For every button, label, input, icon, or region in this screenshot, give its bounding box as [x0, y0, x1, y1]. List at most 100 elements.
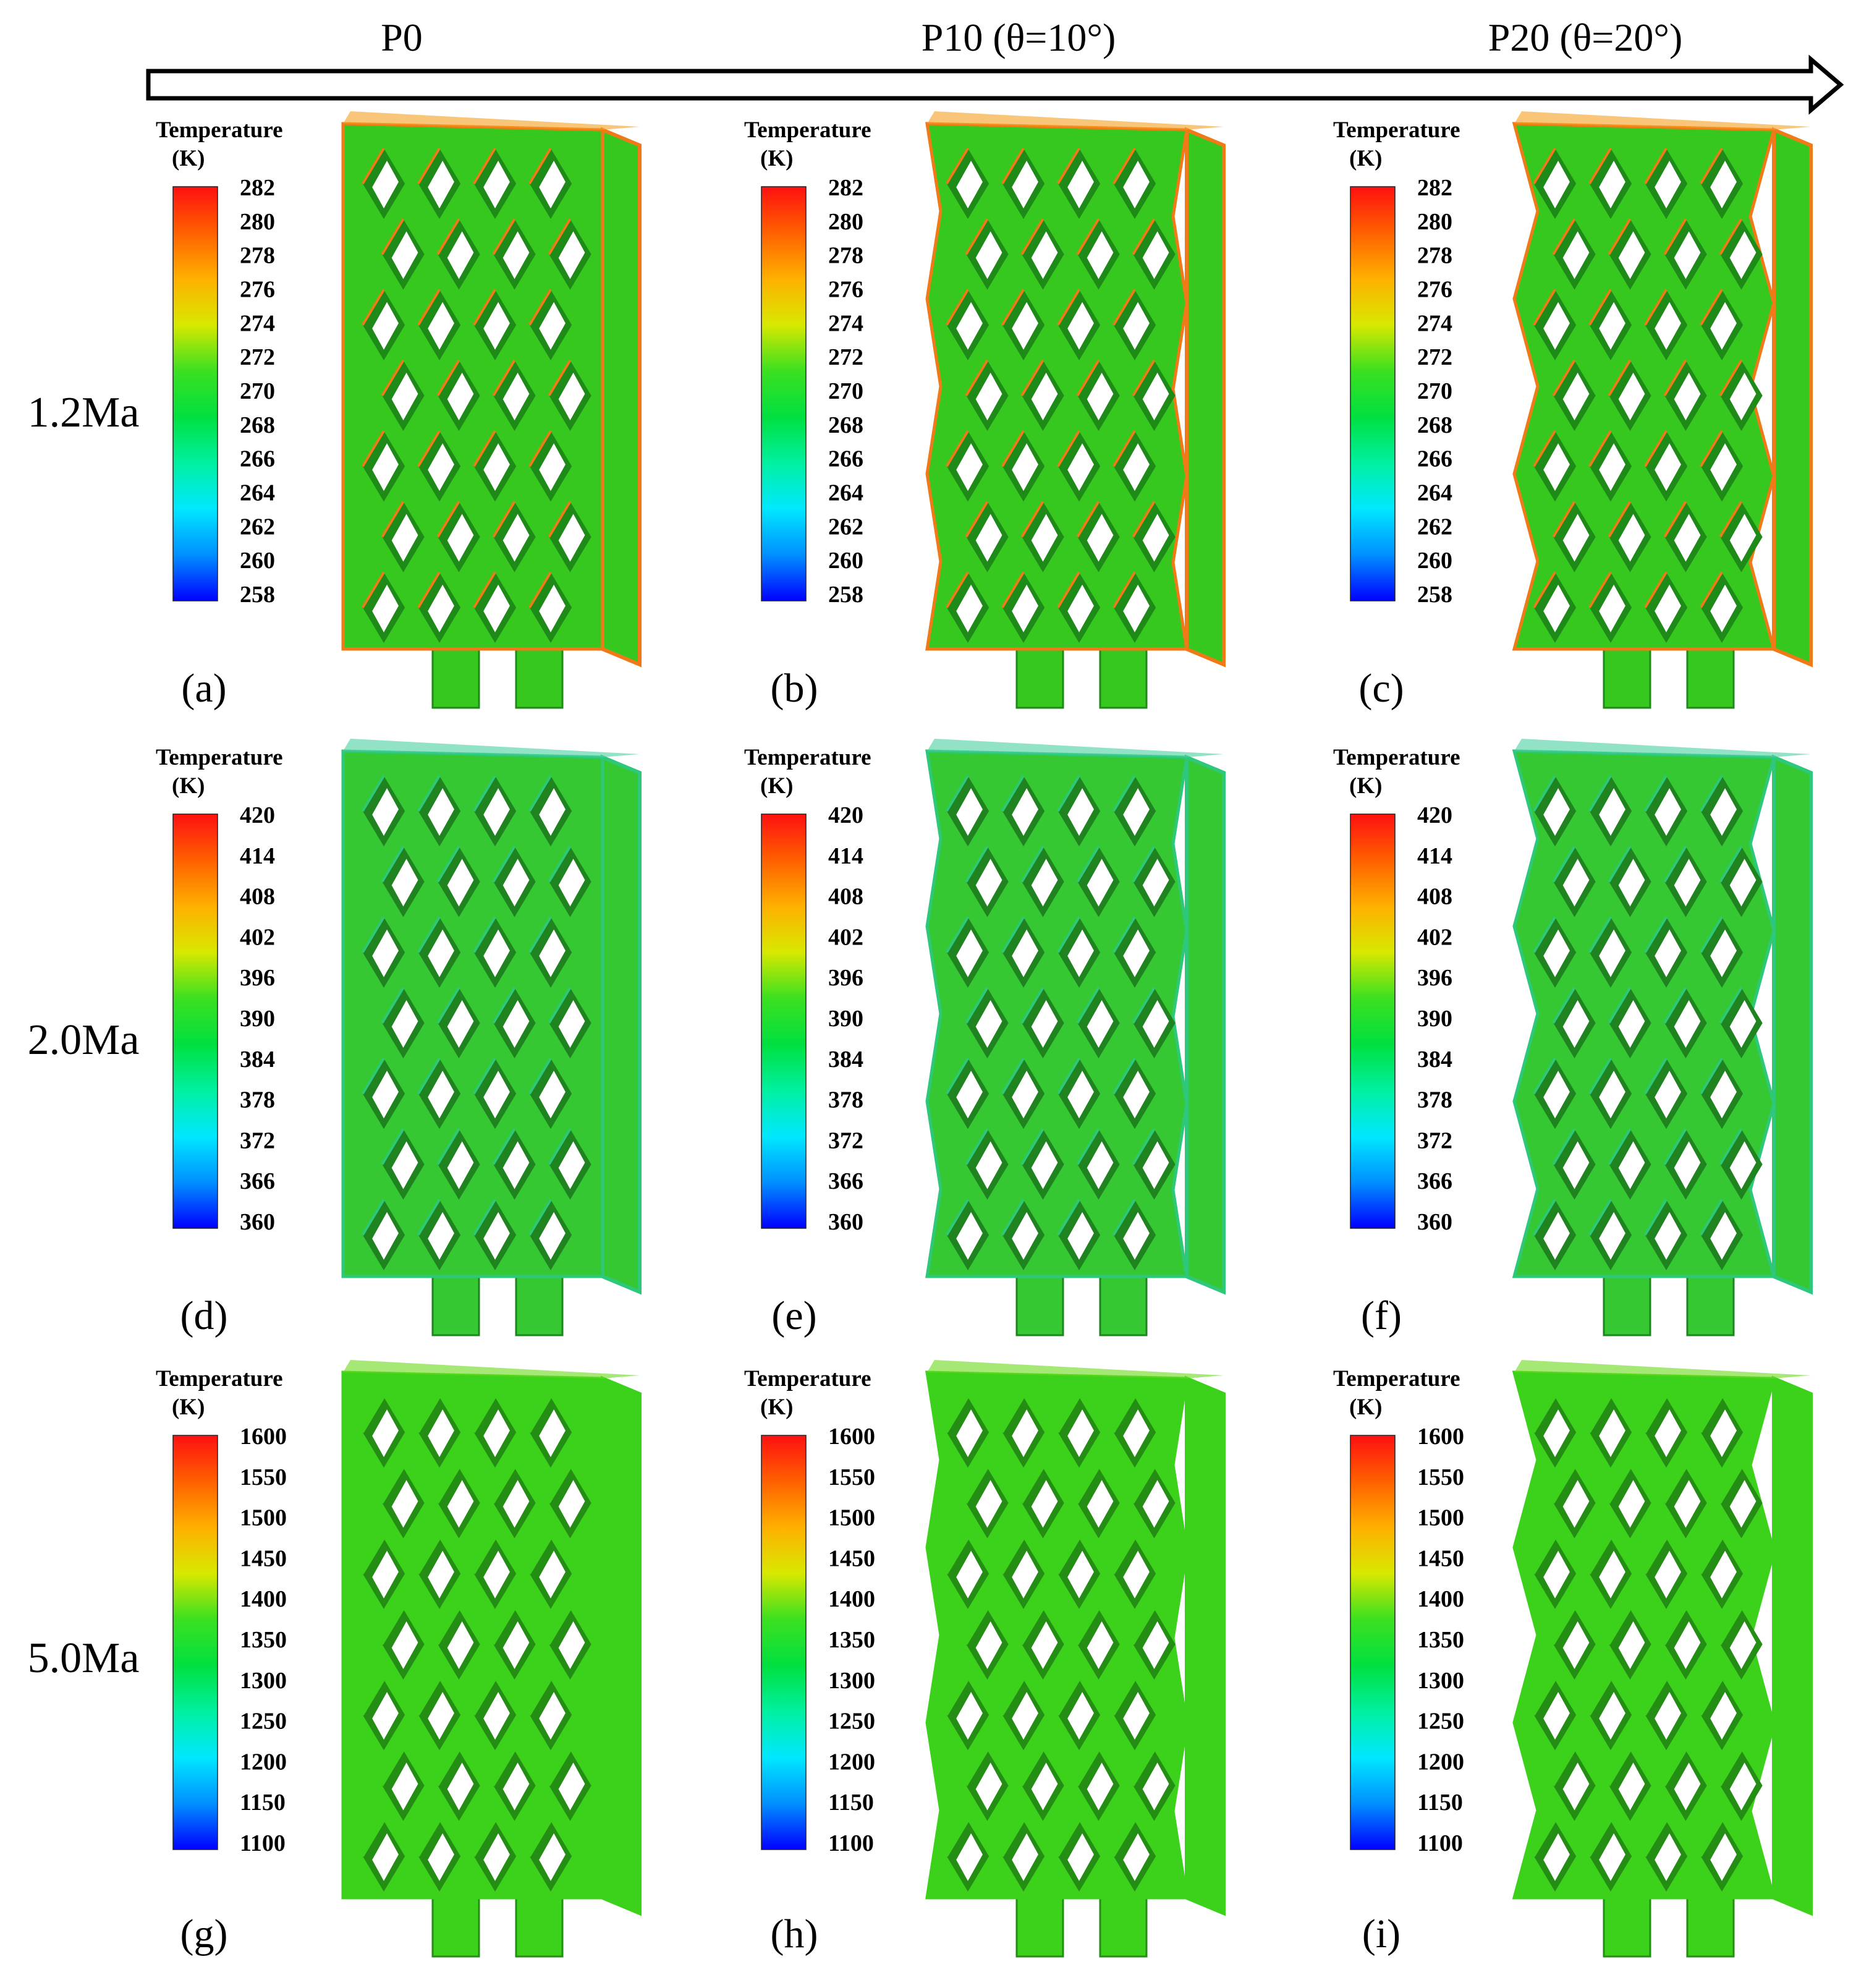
- cell-edge: [1663, 1128, 1687, 1165]
- cell-opening: [483, 1212, 510, 1260]
- cell-edge: [946, 1537, 969, 1574]
- mount-tab: [1015, 1890, 1064, 1958]
- colorbar-tick-label: 402: [828, 924, 863, 950]
- cell-edge: [362, 1679, 385, 1716]
- cell-opening: [447, 1762, 474, 1811]
- cell-edge: [1719, 1608, 1743, 1646]
- colorbar-tick-label: 414: [1417, 843, 1452, 869]
- cell-opening: [1012, 161, 1038, 209]
- cell-edge: [492, 1128, 516, 1165]
- cell-edge: [1001, 1820, 1025, 1857]
- top-face: [1514, 1360, 1811, 1378]
- cell-opening: [1142, 859, 1169, 907]
- side-face: [601, 127, 642, 668]
- cell-edge: [492, 1749, 516, 1786]
- cell-opening: [1674, 514, 1701, 562]
- cell-opening: [372, 1212, 399, 1260]
- row-label-5-0ma: 5.0Ma: [28, 1634, 140, 1682]
- cell-edge: [548, 1128, 572, 1165]
- cell-edge: [548, 501, 572, 538]
- cell-edge: [492, 218, 516, 255]
- cell-opening: [1618, 372, 1645, 420]
- cell-edge: [528, 1058, 552, 1095]
- legend-unit: (K): [760, 773, 793, 799]
- cell-edge: [946, 289, 969, 326]
- cell-edge: [381, 987, 405, 1024]
- cell-opening: [372, 1833, 399, 1881]
- cell-opening: [956, 929, 983, 977]
- colorbar-tick-label: 420: [240, 802, 275, 828]
- mount-tab: [1015, 1269, 1064, 1336]
- colorbar-tick-label: 366: [828, 1168, 863, 1194]
- cell-opening: [1031, 372, 1058, 420]
- cell-edge: [1663, 846, 1687, 883]
- colorbar-tick-label: 1300: [828, 1668, 875, 1694]
- side-face: [1185, 754, 1226, 1295]
- colorbar-tick-label: 276: [1417, 277, 1452, 303]
- cell-edge: [946, 1058, 969, 1095]
- cell-edge: [1533, 1679, 1556, 1716]
- colorbar-tick-label: 384: [828, 1047, 863, 1073]
- cell-opening: [391, 1762, 418, 1811]
- cell-edge: [362, 147, 385, 185]
- cell-opening: [428, 1212, 454, 1260]
- cell-opening: [1599, 1071, 1625, 1119]
- cell-opening: [372, 161, 399, 209]
- cell-opening: [502, 1762, 530, 1811]
- cell-edge: [1112, 1820, 1136, 1857]
- cell-edge: [473, 147, 496, 185]
- cell-edge: [1020, 501, 1045, 538]
- cell-edge: [946, 1679, 969, 1716]
- cell-edge: [1588, 147, 1612, 185]
- colorbar-tick-label: 360: [828, 1209, 863, 1235]
- cell-edge: [492, 1467, 516, 1504]
- cell-opening: [975, 372, 1002, 420]
- cell-edge: [1020, 987, 1045, 1024]
- cell-edge: [1552, 501, 1576, 538]
- cell-opening: [956, 1212, 983, 1260]
- cell-opening: [1543, 302, 1570, 350]
- cell-edge: [946, 916, 969, 953]
- colorbar-tick-label: 1500: [240, 1505, 287, 1531]
- legend-title: Temperature: [156, 117, 283, 143]
- colorbar-tick-label: 1550: [240, 1464, 287, 1490]
- cell-opening: [1012, 1212, 1038, 1260]
- colorbar-tick-label: 1150: [240, 1790, 286, 1816]
- cell-opening: [1710, 1550, 1737, 1599]
- cell-opening: [1123, 1692, 1150, 1740]
- cell-edge: [1112, 775, 1136, 812]
- row-label-1-2ma: 1.2Ma: [28, 389, 140, 436]
- cell-edge: [1588, 1537, 1612, 1574]
- cell-edge: [1001, 1396, 1025, 1434]
- cell-edge: [1608, 359, 1632, 397]
- cell-edge: [548, 846, 572, 883]
- cell-opening: [1655, 929, 1681, 977]
- cell-opening: [1012, 929, 1038, 977]
- cell-opening: [1599, 161, 1625, 209]
- cell-edge: [1644, 1537, 1667, 1574]
- colorbar-tick-label: 280: [1417, 209, 1452, 235]
- cell-edge: [1719, 987, 1743, 1024]
- colorbar-tick-label: 1500: [1417, 1505, 1464, 1531]
- top-face: [343, 111, 640, 130]
- colorbar-tick-label: 378: [240, 1087, 275, 1113]
- cell-edge: [528, 775, 552, 812]
- cell-edge: [417, 289, 441, 326]
- cell-opening: [1123, 1550, 1150, 1599]
- cell-edge: [1700, 1199, 1723, 1236]
- cell-opening: [372, 1550, 399, 1599]
- cell-opening: [1710, 1833, 1737, 1881]
- colorbar-legend: Temperature (K) 1600 1550 1500 1450 1400 1350 13…: [156, 1366, 287, 1856]
- top-face: [927, 1360, 1224, 1378]
- cell-opening: [1067, 443, 1094, 491]
- cell-opening: [956, 302, 983, 350]
- legend-title: Temperature: [1333, 117, 1460, 143]
- cell-edge: [528, 1679, 552, 1716]
- legend-unit: (K): [1349, 1395, 1382, 1420]
- cell-opening: [1562, 859, 1590, 907]
- cell-edge: [548, 1467, 572, 1504]
- cell-opening: [1087, 1480, 1114, 1528]
- cell-edge: [1700, 1058, 1723, 1095]
- colorbar-tick-label: 1200: [828, 1749, 875, 1775]
- cell-edge: [436, 846, 460, 883]
